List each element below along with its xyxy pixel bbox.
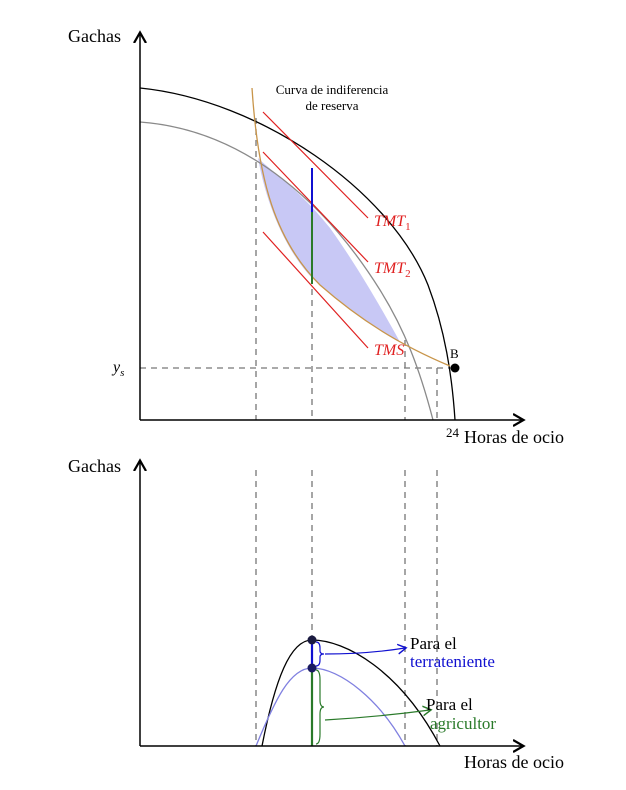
bottom-dashed-guides [255, 470, 438, 746]
indifference-annotation-line1: Curva de indiferencia [276, 82, 389, 97]
top-x-axis-label: Horas de ocio [464, 427, 564, 447]
tms-line [262, 231, 369, 349]
bottom-y-axis-label: Gachas [68, 456, 121, 476]
outer-production-frontier [139, 87, 456, 421]
bottom-x-axis-label: Horas de ocio [464, 752, 564, 772]
farmer-brace [315, 669, 325, 745]
tmt1-line [262, 111, 369, 219]
tangent-lines [262, 111, 369, 349]
top-y-axis-label: Gachas [68, 26, 121, 46]
landlord-arrow [324, 648, 405, 655]
point-b-label: B [450, 346, 459, 361]
tmt1-label: TMT1 [374, 213, 411, 233]
tmt2-line [262, 151, 369, 263]
point-b [450, 363, 460, 373]
farmer-point [307, 663, 317, 673]
surplus-lens [258, 158, 400, 342]
tms-label: TMS [374, 342, 404, 359]
landlord-point [307, 635, 317, 645]
inner-production-frontier [139, 121, 434, 421]
indifference-annotation-line2: de reserva [305, 98, 358, 113]
farmer-label-line1: Para el [426, 695, 473, 714]
top-dashed-guides [140, 118, 455, 420]
bottom-panel: Gachas Horas de ocio Para el terratenien… [68, 456, 564, 772]
landlord-brace [315, 641, 325, 667]
farmer-surplus-curve [255, 667, 406, 747]
landlord-label-line2: terrateniente [410, 652, 495, 671]
farmer-label-line2: agricultor [430, 714, 496, 733]
top-panel: Gachas Horas de ocio 24 ys B Curva de in… [68, 26, 564, 447]
top-x-max-tick: 24 [446, 425, 460, 440]
tmt2-label: TMT2 [374, 260, 411, 280]
farmer-arrow [324, 710, 430, 721]
reservation-indifference-curve [251, 87, 451, 367]
landlord-label-line1: Para el [410, 634, 457, 653]
y-s-tick-label: ys [111, 359, 124, 379]
